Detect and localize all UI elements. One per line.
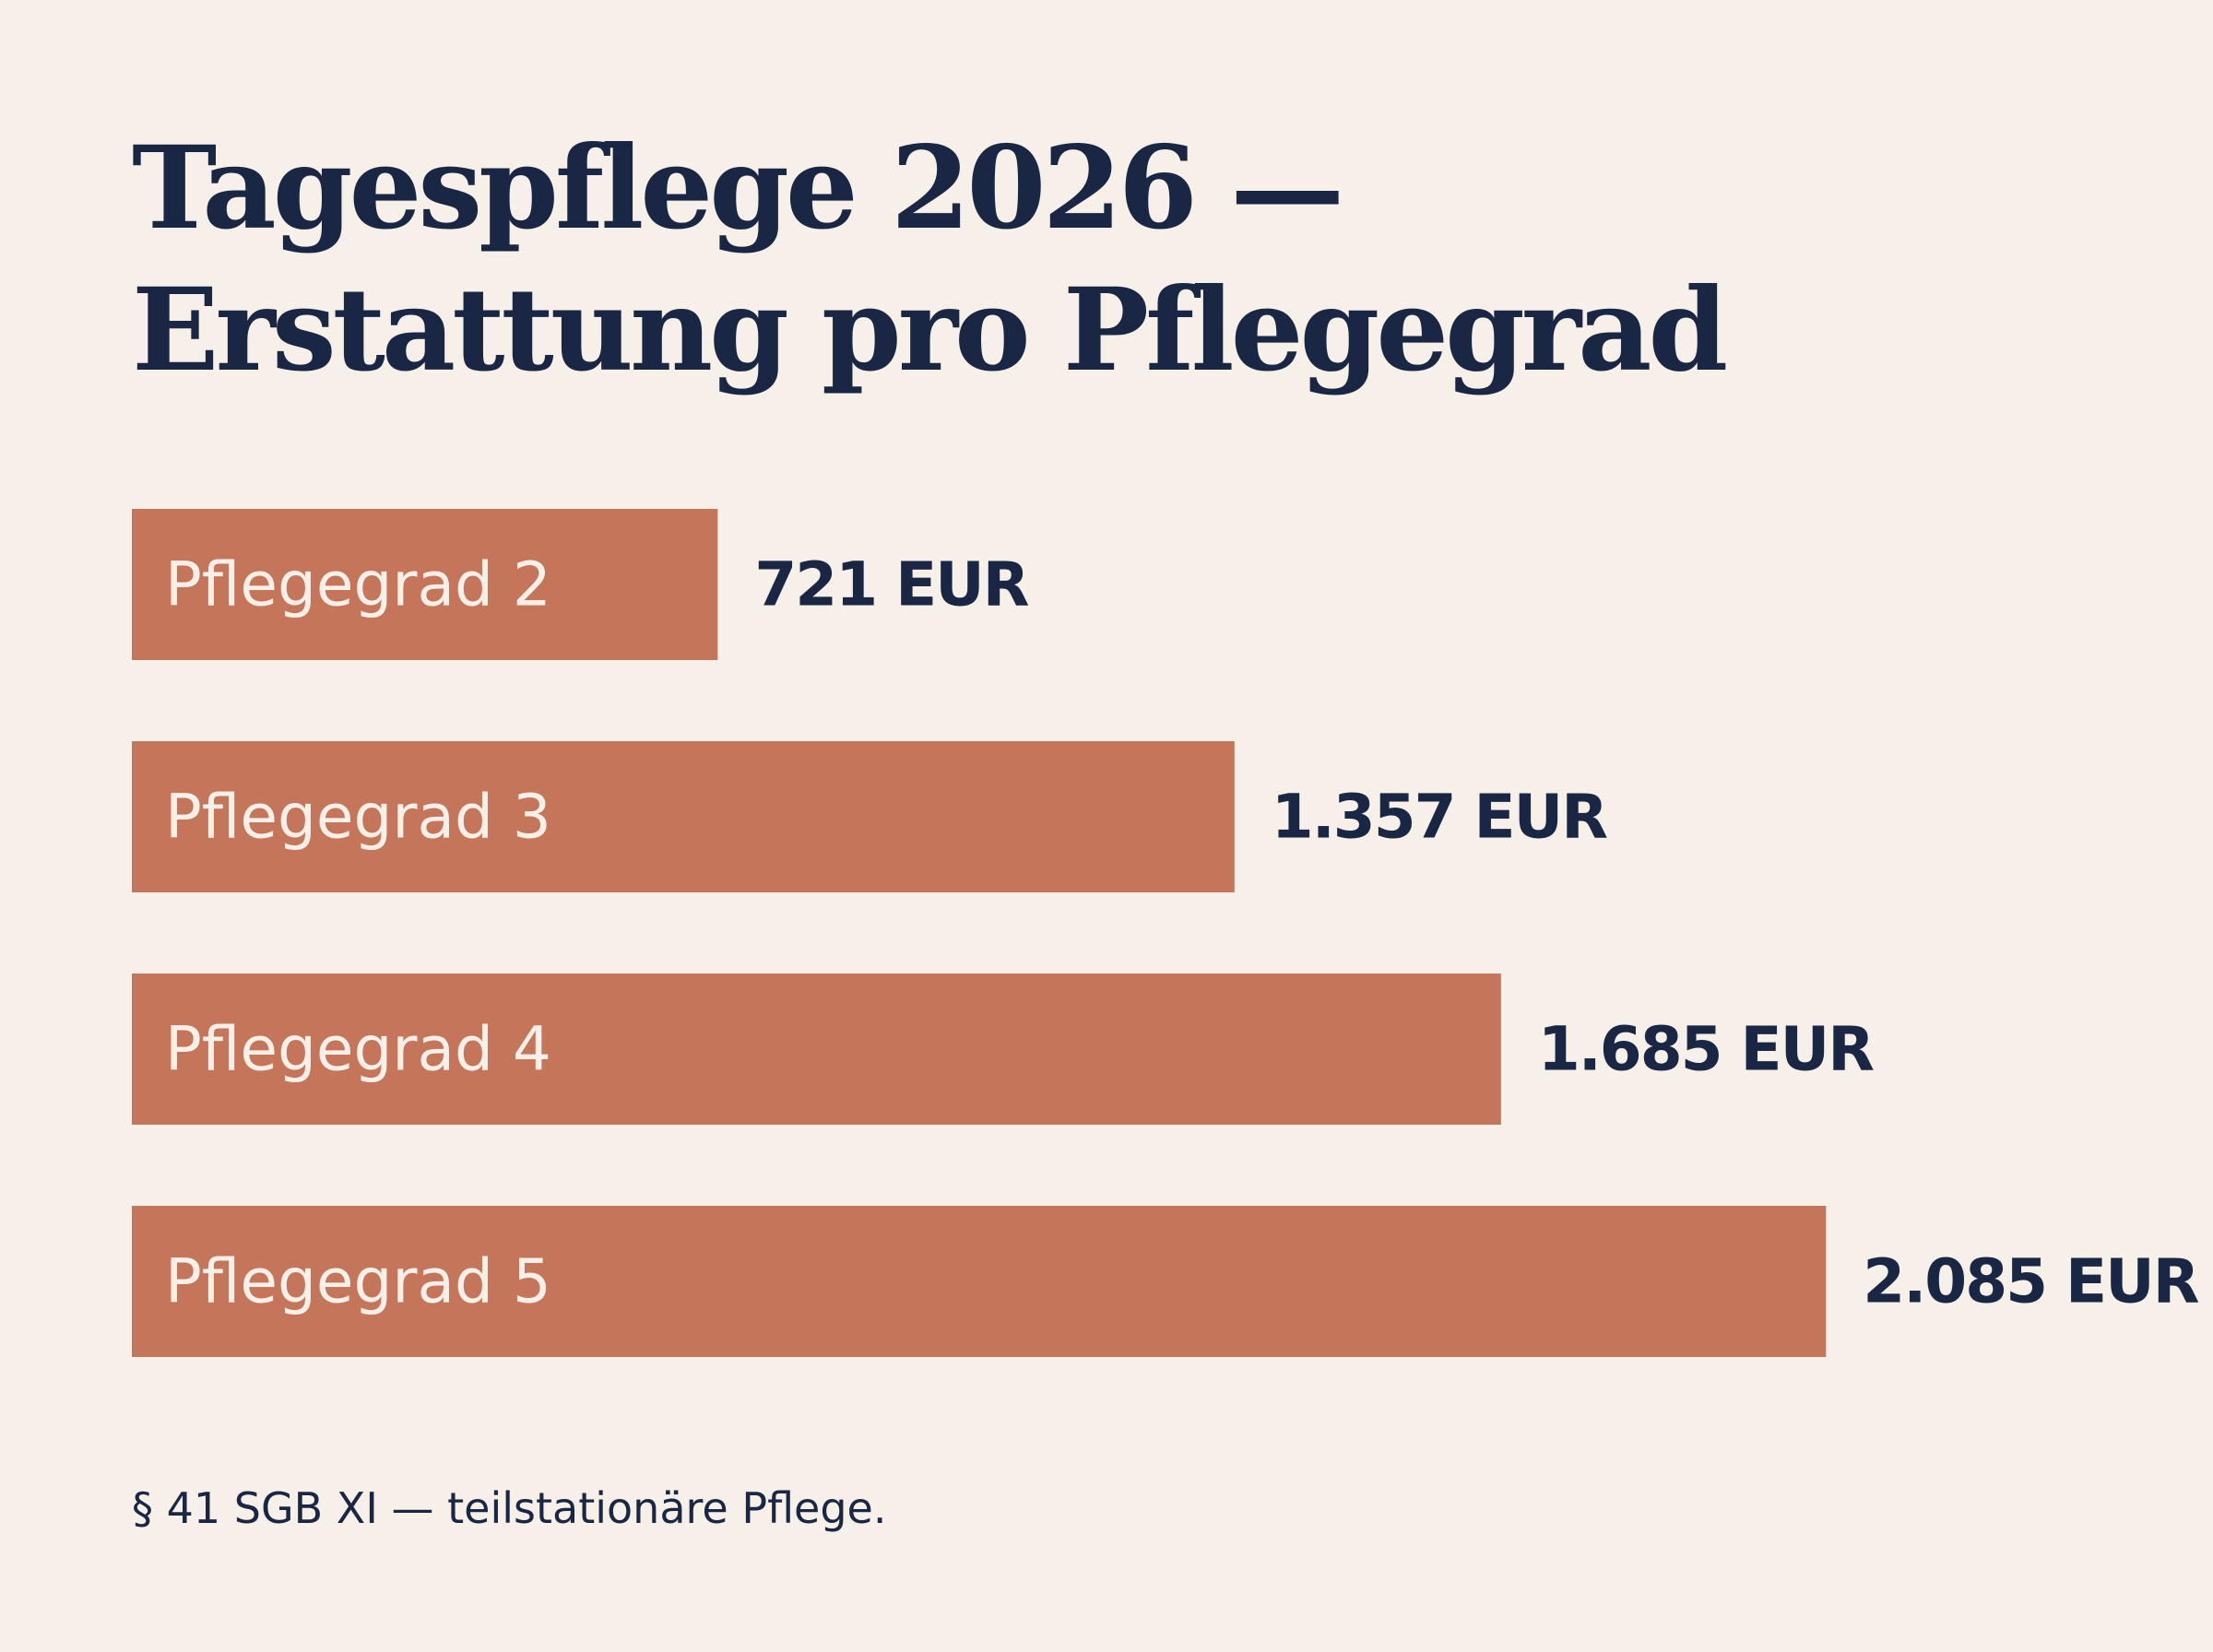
bar-value-label: 1.685 EUR <box>1538 1014 1874 1085</box>
bar-value-label: 1.357 EUR <box>1272 782 1607 853</box>
bar-1 <box>132 509 718 660</box>
bar-2 <box>132 741 1235 892</box>
bar-category-label: Pflegegrad 5 <box>165 1246 551 1317</box>
bar-3 <box>132 974 1501 1125</box>
bar-category-label: Pflegegrad 3 <box>165 782 551 853</box>
chart-title-line-1: Tagespflege 2026 — <box>132 122 1344 255</box>
bar-category-label: Pflegegrad 2 <box>165 549 551 620</box>
bar-category-label: Pflegegrad 4 <box>165 1014 551 1085</box>
chart-title: Tagespflege 2026 — Erstattung pro Pflege… <box>132 118 2068 402</box>
bar-value-label: 2.085 EUR <box>1863 1246 2198 1317</box>
chart-title-line-2: Erstattung pro Pflegegrad <box>132 264 1728 397</box>
footnote: § 41 SGB XI — teilstationäre Pflege. <box>132 1483 887 1533</box>
bar-4 <box>132 1206 1827 1357</box>
bar-value-label: 721 EUR <box>754 549 1028 620</box>
